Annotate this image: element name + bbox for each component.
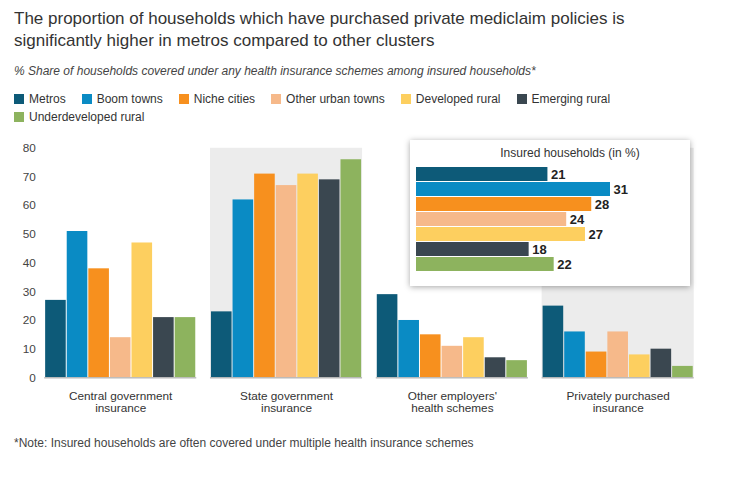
html-text:Boom towns: Boom towns <box>96 92 163 106</box>
svg-text:31: 31 <box>614 182 628 197</box>
html-text:Other urban towns: Other urban towns <box>286 92 385 106</box>
html-text:Developed rural: Developed rural <box>415 92 501 106</box>
svg-text:21: 21 <box>551 167 565 182</box>
svg-text:Privately purchasedinsurance: Privately purchasedinsurance <box>566 389 669 414</box>
svg-text:Other employers'health schemes: Other employers'health schemes <box>408 389 497 414</box>
html-text:Emerging rural: Emerging rural <box>531 92 611 106</box>
svg-text:50: 50 <box>23 227 37 240</box>
svg-text:22: 22 <box>557 257 571 272</box>
html-text:*Note: Insured households are: *Note: Insured households are often cove… <box>14 436 474 451</box>
html-text:Niche cities: Niche cities <box>193 92 256 106</box>
svg-text:0: 0 <box>29 371 36 384</box>
svg-text:24: 24 <box>570 212 585 227</box>
svg-text:Central governmentinsurance: Central governmentinsurance <box>69 389 173 414</box>
html-text:Underdeveloped rural: Underdeveloped rural <box>29 110 145 124</box>
svg-text:20: 20 <box>23 313 37 326</box>
svg-text:27: 27 <box>588 227 602 242</box>
svg-text:10: 10 <box>23 342 37 355</box>
svg-text:80: 80 <box>23 141 37 154</box>
html-text:% Share of households covered: % Share of households covered under any … <box>14 64 536 78</box>
svg-text:28: 28 <box>595 197 609 212</box>
html-text:The proportion of households w: The proportion of households which have … <box>14 9 625 50</box>
html-text:Metros: Metros <box>29 92 66 106</box>
html-text:Insured households (in %): Insured households (in %) <box>500 146 640 160</box>
svg-text:18: 18 <box>532 242 546 257</box>
svg-text:40: 40 <box>23 256 37 269</box>
svg-text:70: 70 <box>23 170 37 183</box>
svg-text:60: 60 <box>23 198 37 211</box>
svg-text:30: 30 <box>23 285 37 298</box>
svg-text:State governmentinsurance: State governmentinsurance <box>240 389 334 414</box>
